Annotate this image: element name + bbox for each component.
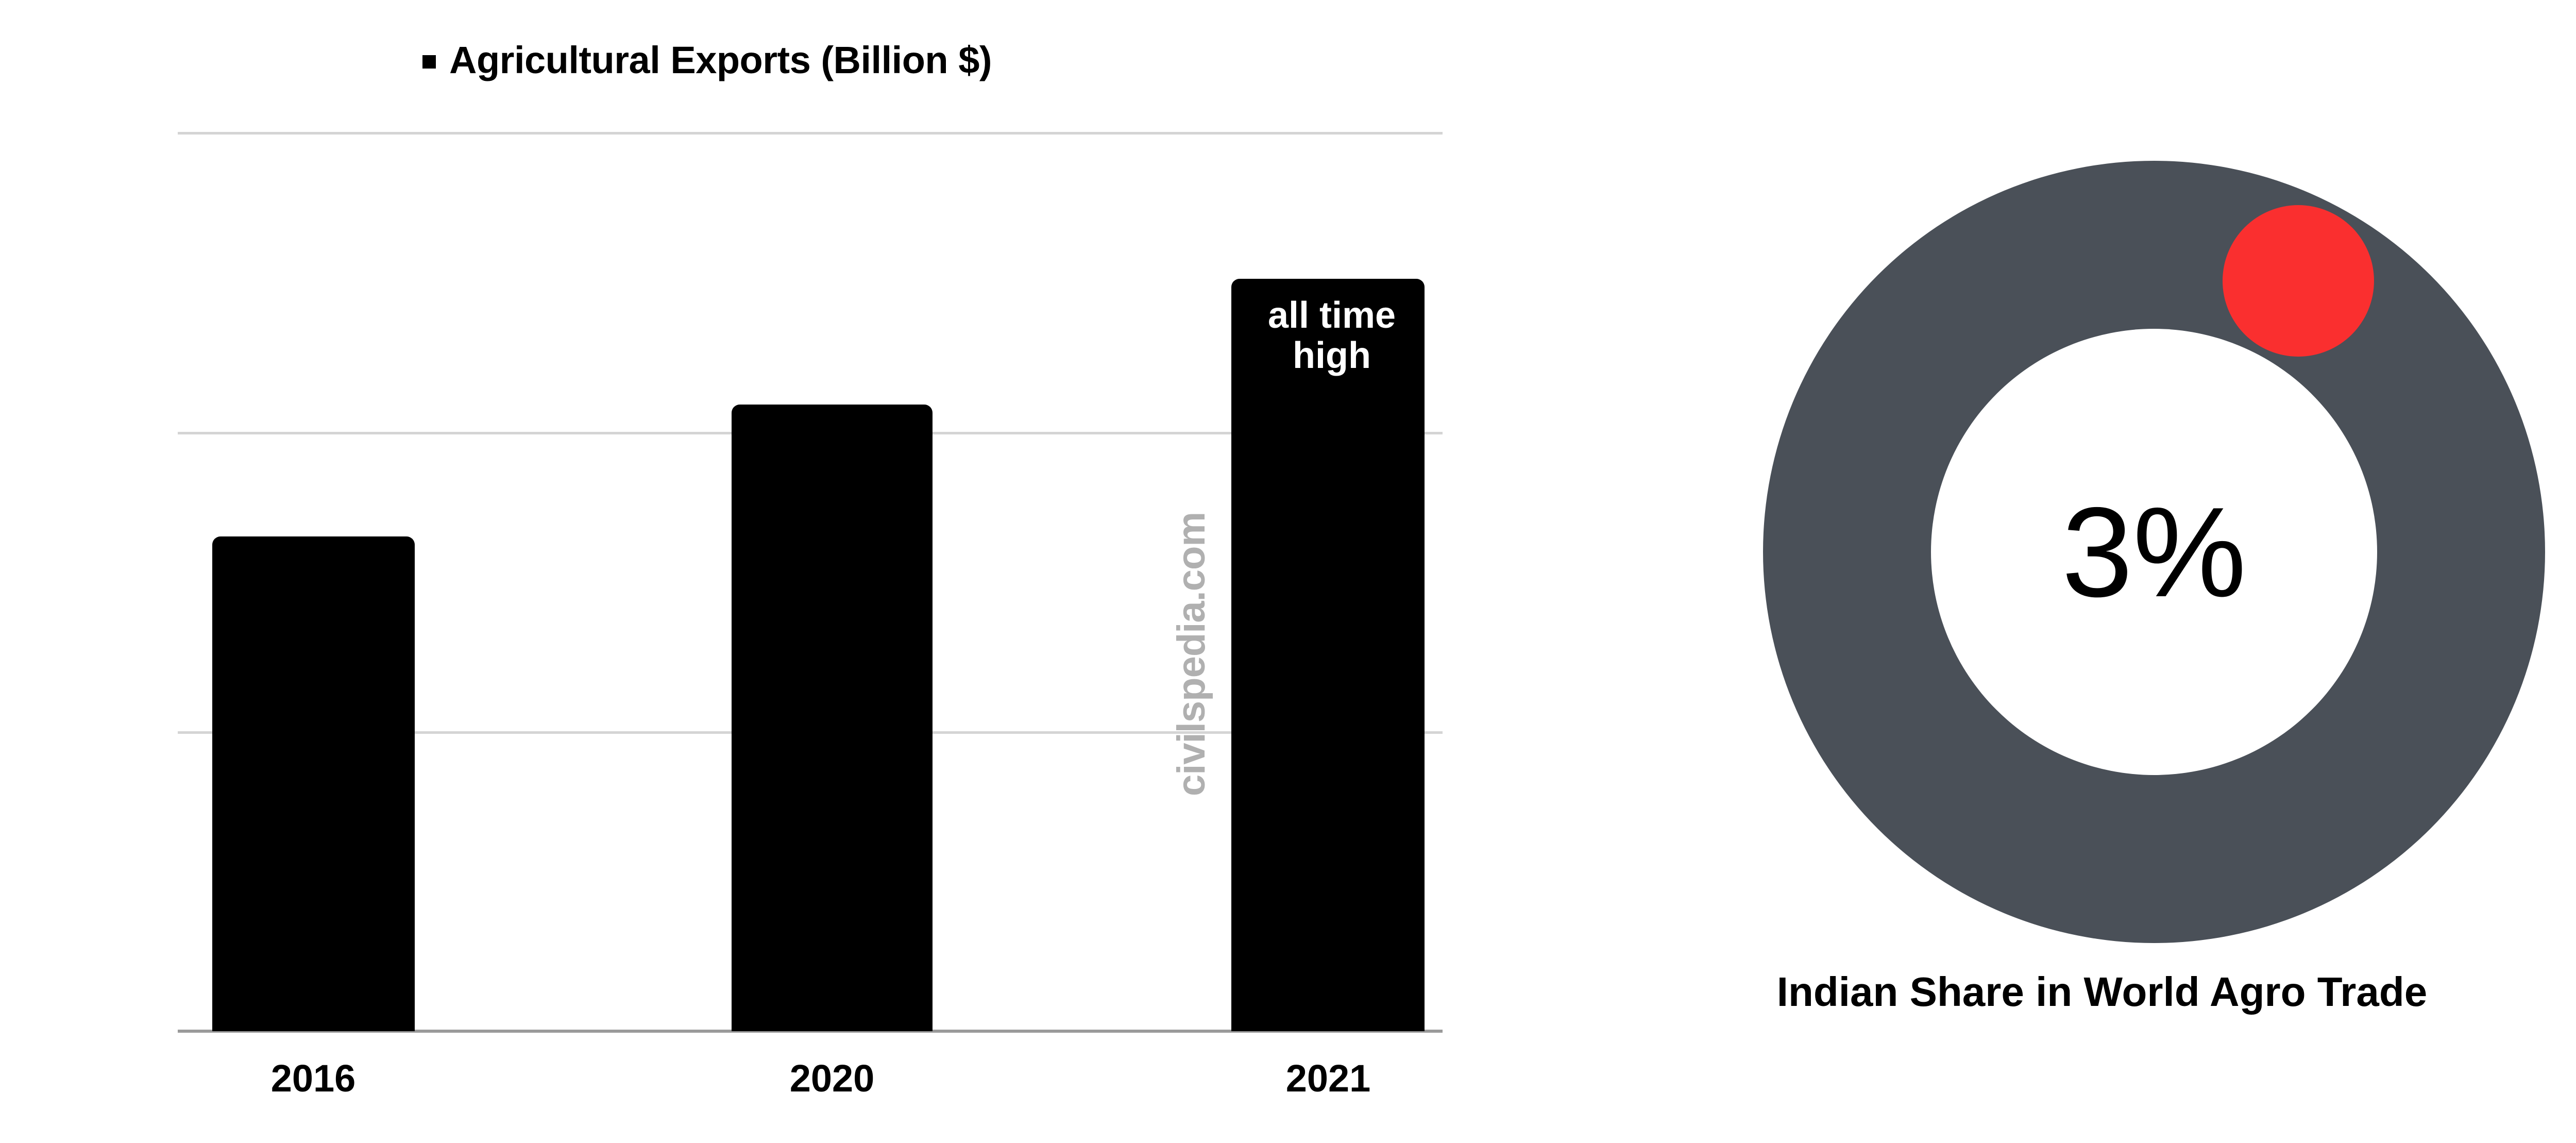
donut-share-marker-dot bbox=[2222, 205, 2374, 357]
donut-caption: Indian Share in World Agro Trade bbox=[1776, 969, 2428, 1015]
all-time-high-annotation: all time high bbox=[1267, 295, 1396, 376]
bar-value-label-2020: 41.8 bbox=[792, 435, 872, 481]
axis-baseline bbox=[178, 1030, 1443, 1033]
bar-2016[interactable] bbox=[212, 536, 415, 1031]
donut-graphic: 3% bbox=[1763, 161, 2545, 943]
square-marker-icon bbox=[422, 55, 436, 69]
chart-title-text: Agricultural Exports (Billion $) bbox=[449, 39, 992, 81]
x-tick-label-2020: 2020 bbox=[789, 1057, 875, 1100]
agricultural-exports-bar-chart: Agricultural Exports (Billion $) 60 40 2… bbox=[178, 41, 1443, 1098]
x-tick-label-2016: 2016 bbox=[270, 1057, 356, 1100]
bar-value-label-2016: 33 bbox=[290, 567, 336, 613]
donut-hole bbox=[1931, 329, 2377, 775]
indian-share-donut-chart: 3% Indian Share in World Agro Trade bbox=[1484, 0, 2576, 1143]
bar-value-label-2021: 50.2 bbox=[1288, 310, 1368, 356]
watermark-civilspedia: civilspedia.com bbox=[1170, 512, 1213, 796]
annotation-line-1: all time bbox=[1267, 295, 1396, 336]
donut-center-value: 3% bbox=[2061, 480, 2247, 624]
annotation-line-2: high bbox=[1293, 334, 1371, 376]
chart-title: Agricultural Exports (Billion $) bbox=[422, 41, 992, 79]
gridline-60 bbox=[178, 132, 1443, 135]
plot-area: 60 40 20 0 33 41.8 50.2 all time high 20… bbox=[178, 132, 1443, 1098]
x-tick-label-2021: 2021 bbox=[1285, 1057, 1371, 1100]
bar-2021[interactable] bbox=[1231, 279, 1425, 1031]
bar-2020[interactable] bbox=[732, 405, 933, 1031]
